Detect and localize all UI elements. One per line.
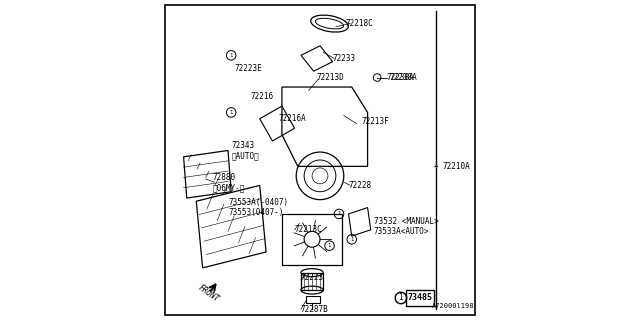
Text: 72223: 72223 — [301, 273, 324, 282]
Text: A72000l198: A72000l198 — [432, 303, 474, 309]
Text: FRONT: FRONT — [196, 283, 220, 304]
Text: 72880
〈06MY-〉: 72880 〈06MY-〉 — [212, 172, 244, 192]
Text: 1: 1 — [350, 237, 353, 242]
Text: 73553A(-0407)
73553(0407-): 73553A(-0407) 73553(0407-) — [228, 198, 288, 217]
Text: 1: 1 — [399, 293, 403, 302]
Text: 72223E: 72223E — [234, 63, 262, 73]
Text: 1: 1 — [337, 212, 340, 216]
Text: 72218C: 72218C — [346, 19, 373, 28]
Text: 72210A: 72210A — [442, 162, 470, 171]
Text: 72213C: 72213C — [294, 225, 323, 234]
Text: 1: 1 — [328, 243, 332, 248]
Text: 72238A: 72238A — [390, 73, 417, 82]
Text: 72216A: 72216A — [279, 114, 307, 123]
Text: 72287B: 72287B — [301, 305, 329, 314]
Text: 72238A: 72238A — [387, 73, 414, 82]
Text: 72213F: 72213F — [361, 117, 389, 126]
Text: 72213D: 72213D — [317, 73, 344, 82]
Text: 73485: 73485 — [408, 293, 433, 302]
Text: 72228: 72228 — [349, 181, 372, 190]
Text: 1: 1 — [229, 110, 233, 115]
Text: 73532 <MANUAL>
73533A<AUTO>: 73532 <MANUAL> 73533A<AUTO> — [374, 217, 438, 236]
Text: 72343
〈AUTO〉: 72343 〈AUTO〉 — [231, 141, 259, 160]
Text: 72216: 72216 — [250, 92, 273, 101]
Text: 1: 1 — [229, 53, 233, 58]
Text: 72233: 72233 — [333, 54, 356, 63]
